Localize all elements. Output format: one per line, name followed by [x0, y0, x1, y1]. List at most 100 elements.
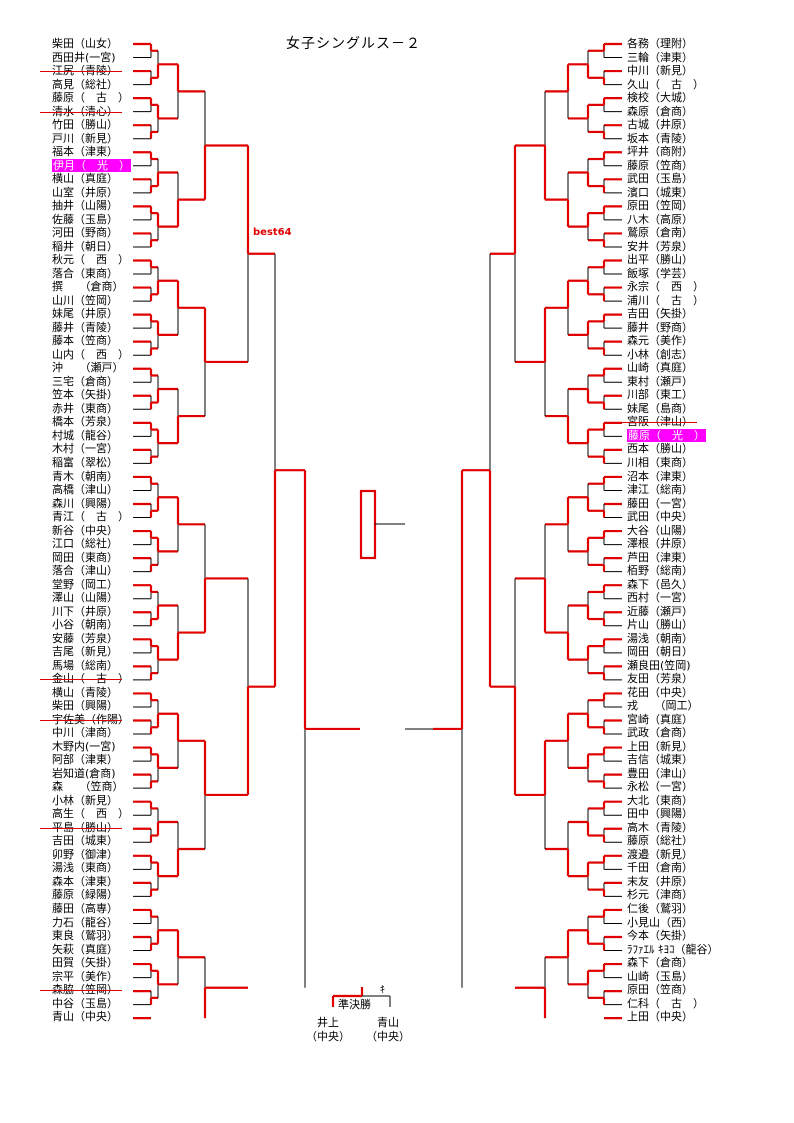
left-player: 卯野（御津） [52, 848, 132, 862]
right-player: 古城（井原） [627, 118, 727, 132]
left-player: 江口（総社） [52, 537, 132, 551]
left-player-label: 小谷（朝南） [52, 618, 118, 632]
right-player: 永宗（ 西 ） [627, 280, 727, 294]
right-player-label: 末友（井原） [627, 874, 693, 888]
right-player-label: 濱口（城東） [627, 185, 693, 199]
right-player-label: 澤根（井原） [627, 537, 693, 551]
right-player: 川相（東商） [627, 456, 727, 470]
left-player: 妹尾（井原） [52, 307, 132, 321]
left-player-label: 藤井（青陵） [52, 320, 118, 334]
left-player-label: 高橋（津山） [52, 483, 118, 497]
left-player-label: 中谷（玉島） [52, 996, 118, 1010]
left-player: 安藤（芳泉） [52, 632, 132, 646]
left-player-label: 竹田（勝山） [52, 118, 118, 132]
left-player: 山内（ 西 ） [52, 348, 132, 362]
right-player-label: 藤井（野商） [627, 320, 693, 334]
left-player: 小林（新見） [52, 794, 132, 808]
left-player-label: 落合（東商） [52, 266, 118, 280]
right-player-label: 永宗（ 西 ） [627, 280, 704, 294]
left-player: 青山（中央） [52, 1010, 132, 1024]
left-player: 藤田（高専） [52, 902, 132, 916]
left-player-label: 藤原（緑陽） [52, 888, 118, 902]
left-player: 江尻（青陵） [40, 64, 132, 78]
right-player-label: 川部（東工） [627, 388, 693, 402]
left-player-label: 新谷（中央） [52, 523, 118, 537]
right-player-label: 上田（中央） [627, 1010, 693, 1024]
right-player-label: 仁後（鷲羽） [627, 902, 693, 915]
right-player-label: 片山（勝山） [627, 618, 693, 632]
left-player: 湯浅（東商） [52, 861, 132, 875]
left-player-label: 安藤（芳泉） [52, 631, 118, 645]
left-player-label: 力石（龍谷） [52, 915, 118, 929]
left-player: 東良（鷲羽） [52, 929, 132, 943]
right-player: 友田（芳泉） [627, 672, 727, 686]
left-player-label: 岡田（東商） [52, 550, 118, 564]
left-player: 橋本（芳泉） [52, 415, 132, 429]
right-player-label: 森元（美作） [627, 334, 693, 348]
right-player: 鷲原（倉南） [627, 226, 727, 240]
left-player: 秋元（ 西 ） [52, 253, 132, 267]
right-player-label: 藤原（笠商） [627, 158, 693, 172]
left-player: 宇佐美（作陽） [40, 713, 132, 727]
finalist-right: 青山 （中央） [366, 1016, 410, 1044]
right-player: 久山（ 古 ） [627, 78, 727, 92]
right-player: 小林（創志） [627, 348, 727, 362]
left-player-label: 柴田（興陽） [52, 699, 118, 713]
right-player: 西村（一宮） [627, 591, 727, 605]
right-player-label: 山崎（真庭） [627, 361, 693, 375]
right-player: 宮阪（津山） [615, 415, 727, 429]
right-player-label: 武政（倉商） [627, 726, 693, 740]
right-player: 飯塚（学芸） [627, 267, 727, 281]
right-player: 藤井（野商） [627, 321, 727, 335]
right-player: 藤原（ 光 ） [627, 428, 727, 443]
right-player: 浦川（ 古 ） [627, 294, 727, 308]
right-player-label: 原田（笠商） [627, 983, 693, 997]
right-player-label: 坂本（青陵） [627, 131, 693, 145]
right-player: 原田（笠岡） [627, 199, 727, 213]
right-player: 藤田（一宮） [627, 497, 727, 511]
right-player: 仁後（鷲羽） [627, 902, 727, 916]
right-player: 近藤（瀬戸） [627, 605, 727, 619]
left-player: 沖 （瀬戸） [52, 361, 132, 375]
left-player-label: 高見（総社） [52, 77, 118, 91]
right-player: ﾗﾌｧｴﾙ ｷﾖｺ（龍谷） [627, 943, 727, 957]
right-player-label: 山崎（玉島） [627, 969, 693, 983]
right-player: 妹尾（島商） [627, 402, 727, 416]
best64-label: best64 [253, 227, 292, 238]
left-player-label: 東良（鷲羽） [52, 929, 118, 943]
right-player-label: 大北（東商） [627, 793, 693, 807]
finalist-right-name: 青山 [377, 1016, 399, 1029]
left-player-label: 三宅（倉商） [52, 374, 118, 388]
right-player: 杉元（津商） [627, 888, 727, 902]
left-player: 抽井（山陽） [52, 199, 132, 213]
left-player-label: 沖 （瀬戸） [52, 361, 124, 375]
left-player: 森本（津東） [52, 875, 132, 889]
right-player-label: 千田（倉南） [627, 861, 693, 875]
left-player-label: 河田（野商） [52, 226, 118, 240]
left-player: 金山（ 古 ） [40, 672, 132, 686]
right-player: 各務（理附） [627, 37, 727, 51]
left-player-label: 中川（津商） [52, 726, 118, 740]
left-player: 吉田（城東） [52, 834, 132, 848]
left-player: 高見（総社） [52, 78, 132, 92]
left-player-label: 山川（笠岡） [52, 293, 118, 307]
right-player: 武田（玉島） [627, 172, 727, 186]
left-player-label: 伊月（ 光 ） [52, 158, 131, 172]
right-player: 上田（中央） [627, 1010, 727, 1024]
right-player: 千田（倉南） [627, 861, 727, 875]
right-player: 大谷（山陽） [627, 524, 727, 538]
right-player: 出平（勝山） [627, 253, 727, 267]
right-player-label: 岡田（朝日） [627, 645, 693, 659]
right-player: 吉田（矢掛） [627, 307, 727, 321]
left-player-label: 木野内(一宮) [52, 739, 116, 753]
left-player: 落合（東商） [52, 267, 132, 281]
right-player-label: 西村（一宮） [627, 591, 693, 605]
left-player-label: 赤井（東商） [52, 401, 118, 415]
finalist-left: 井上 （中央） [306, 1016, 350, 1044]
right-player-label: 近藤（瀬戸） [627, 604, 693, 618]
left-player: 高橋（津山） [52, 483, 132, 497]
left-player-label: 吉尾（新見） [52, 645, 118, 659]
right-player-label: 藤原（ 光 ） [627, 428, 706, 442]
right-player-label: 鷲原（倉南） [627, 226, 693, 240]
